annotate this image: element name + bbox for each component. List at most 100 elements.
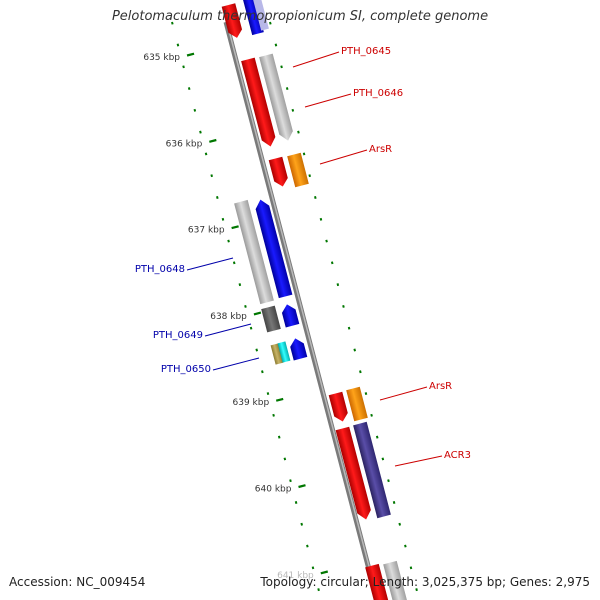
guide-dot — [227, 239, 230, 243]
guide-dot — [285, 87, 289, 91]
accession-text: Accession: NC_009454 — [9, 575, 146, 589]
guide-dot — [311, 566, 315, 570]
gene-feature — [281, 304, 300, 328]
guide-dot — [347, 326, 351, 330]
guide-dot — [375, 435, 379, 439]
guide-dot — [266, 392, 270, 396]
tick-label: 636 kbp — [166, 139, 203, 149]
guide-dot — [302, 152, 306, 156]
guide-dot — [199, 130, 202, 134]
guide-dot — [370, 413, 373, 417]
gene-label: PTH_0650 — [161, 364, 211, 375]
guide-dot — [204, 152, 208, 156]
guide-dot — [294, 501, 298, 504]
gene-feature — [365, 563, 392, 600]
guide-dot — [300, 522, 304, 526]
guide-dot — [291, 108, 295, 112]
tick-mark — [298, 484, 306, 489]
gene-label: PTH_0649 — [153, 330, 203, 341]
guide-dot — [283, 457, 287, 461]
guide-dot — [314, 196, 317, 199]
gene-feature — [328, 391, 348, 422]
gene-label-leader — [304, 93, 352, 108]
guide-dot — [364, 392, 368, 396]
gene-label: PTH_0646 — [353, 88, 403, 99]
guide-dot — [306, 544, 309, 548]
gene-feature — [270, 343, 284, 365]
gene-labels: PTH_0645 PTH_0646 ArsR PTH_0648 PTH_0649 PTH_… — [135, 46, 471, 467]
guide-dot — [387, 479, 390, 483]
features-layer — [221, 0, 410, 600]
gene-label-leader — [394, 455, 443, 467]
guide-dot — [381, 457, 385, 461]
tick-mark — [320, 570, 329, 575]
guide-dot — [353, 348, 356, 352]
gene-label-leader — [204, 323, 252, 337]
guide-dot — [277, 435, 281, 439]
guide-dot — [392, 501, 396, 504]
gene-label: ArsR — [369, 144, 392, 155]
gene-feature — [346, 386, 368, 422]
guide-dot — [342, 304, 345, 308]
guide-dot — [289, 479, 292, 483]
gene-label-leader — [292, 51, 340, 68]
guide-dot — [216, 196, 219, 199]
gene-label-leader — [212, 357, 260, 371]
guide-dot — [210, 174, 213, 178]
gene-feature — [241, 57, 276, 147]
gene-feature — [277, 341, 291, 363]
guide-dot — [319, 217, 323, 221]
gene-label: PTH_0645 — [341, 46, 391, 57]
guide-dot — [249, 326, 253, 330]
guide-dot — [221, 217, 225, 221]
gene-feature — [259, 53, 293, 141]
guide-dot — [176, 43, 180, 47]
gene-feature — [268, 156, 288, 187]
guide-dot — [244, 304, 247, 308]
gene-feature — [234, 199, 274, 305]
tick-label: 635 kbp — [143, 53, 180, 63]
gene-label-leader — [186, 257, 234, 271]
guide-dot — [317, 588, 320, 592]
map-title: Pelotomaculum thermopropionicum SI, comp… — [111, 9, 489, 24]
guide-dot — [280, 65, 283, 69]
gene-feature — [353, 421, 391, 519]
tick-label: 638 kbp — [210, 312, 247, 322]
tick-mark — [253, 311, 262, 316]
guide-dot — [409, 566, 413, 570]
tick-label: 640 kbp — [255, 485, 292, 495]
gene-feature — [252, 0, 269, 31]
gene-label: ArsR — [429, 381, 452, 392]
guide-dot — [297, 130, 300, 134]
tick-label: 637 kbp — [188, 226, 225, 236]
guide-dot — [359, 370, 362, 374]
genome-backbone-highlight — [226, 21, 379, 600]
guide-dot — [274, 43, 278, 47]
tick-label: 641 kbp — [277, 571, 314, 581]
gene-feature — [287, 152, 309, 188]
gene-label: ACR3 — [444, 450, 471, 461]
gene-feature — [255, 199, 293, 299]
guide-dot — [187, 87, 191, 91]
genome-summary-text: Topology: circular; Length: 3,025,375 bp… — [260, 575, 590, 589]
guide-dot — [232, 261, 236, 265]
tick-mark — [209, 138, 217, 143]
guide-dot — [330, 261, 334, 265]
guide-dot — [182, 65, 185, 69]
gene-label-leader — [319, 149, 368, 165]
guide-dot — [308, 174, 311, 178]
gene-label-leader — [379, 386, 428, 401]
gene-label: PTH_0648 — [135, 264, 185, 275]
genome-backbone — [223, 21, 380, 600]
gene-feature — [221, 3, 243, 38]
gene-feature — [335, 426, 371, 520]
guide-dot — [398, 522, 402, 526]
guide-dot — [415, 588, 418, 592]
tick-mark — [186, 52, 195, 57]
guide-dot — [171, 21, 174, 25]
gene-feature — [261, 305, 281, 333]
guide-dots — [171, 21, 418, 592]
tick-mark — [275, 397, 284, 402]
guide-dot — [325, 239, 328, 243]
